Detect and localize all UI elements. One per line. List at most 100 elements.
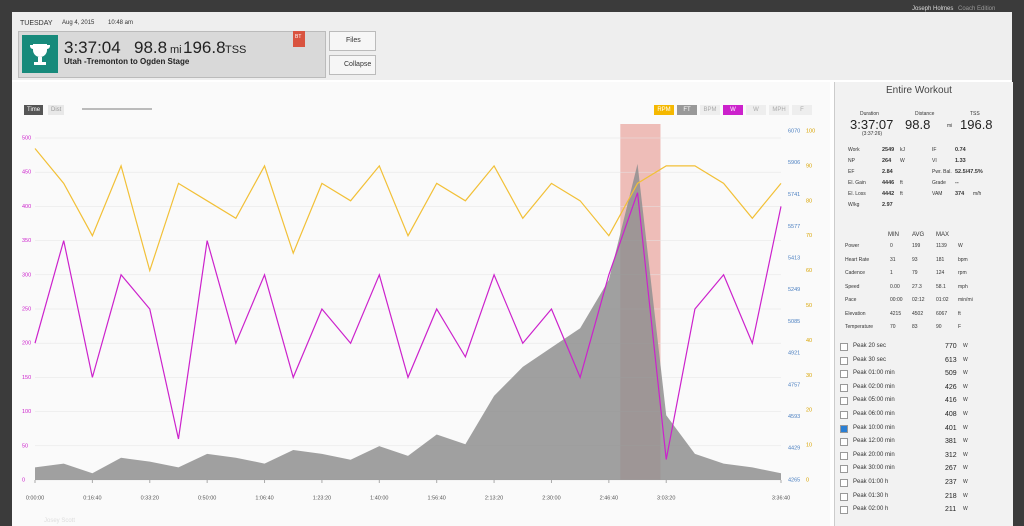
table-cell: 1: [890, 270, 893, 276]
collapse-label[interactable]: Collapse: [344, 61, 372, 68]
peak-label: Peak 12:00 min: [853, 438, 895, 445]
x-tick-label: 0:16:40: [83, 495, 101, 501]
table-cell: 181: [936, 256, 945, 263]
metric-label: El. Gain: [848, 180, 866, 186]
files-label[interactable]: Files: [346, 37, 361, 44]
panel-title: Entire Workout: [886, 85, 952, 96]
table-cell: min/mi: [958, 297, 973, 303]
channel-button[interactable]: RPM: [654, 105, 674, 115]
peak-checkbox[interactable]: [840, 411, 848, 419]
x-tick-label: 1:06:40: [255, 495, 273, 501]
metric-value: 2549: [882, 147, 895, 153]
metric-label: NP: [848, 158, 855, 164]
x-tick-label: 3:03:20: [657, 495, 675, 501]
metric-value: 374: [955, 191, 965, 197]
peak-unit: W: [963, 451, 968, 458]
account-name: Joseph Holmes: [912, 6, 954, 12]
peak-checkbox[interactable]: [840, 506, 848, 515]
dist-toggle[interactable]: Dist: [48, 105, 65, 115]
channel-button[interactable]: W: [723, 105, 743, 115]
metric-unit: ft: [900, 180, 903, 186]
table-cell: Heart Rate: [845, 256, 870, 263]
y2-tick-label: 5085: [788, 319, 800, 325]
peak-checkbox[interactable]: [840, 343, 848, 351]
tss-unit: TSS: [225, 44, 247, 56]
peak-unit: W: [963, 492, 968, 499]
table-cell: W: [958, 243, 963, 249]
summary-value: 98.8: [905, 117, 931, 132]
metric-label: Work: [848, 147, 860, 153]
summary-value: 3:37:07: [850, 117, 894, 132]
day: TUESDAY: [20, 20, 53, 27]
y3-tick-label: 60: [806, 268, 812, 274]
table-cell: Power: [845, 243, 860, 249]
y2-tick-label: 5577: [788, 224, 800, 230]
table-cell: Speed: [845, 283, 860, 290]
table-cell: 27.3: [912, 283, 922, 290]
table-cell: 02:12: [912, 297, 925, 303]
trophy-icon: [22, 35, 58, 73]
channel-button[interactable]: BPM: [700, 105, 720, 115]
metric-value: 264: [882, 158, 892, 164]
peak-checkbox[interactable]: [840, 397, 848, 406]
x-tick-label: 1:40:00: [370, 495, 388, 501]
peak-checkbox[interactable]: [840, 451, 848, 460]
files-button[interactable]: [329, 31, 376, 51]
channel-button[interactable]: MPH: [769, 105, 789, 115]
metric-value: 0.74: [955, 147, 966, 153]
metric-unit: ft: [900, 191, 903, 197]
time-toggle[interactable]: Time: [24, 105, 44, 115]
summary-label: Distance: [915, 111, 935, 117]
workout-card: [18, 31, 326, 78]
peak-checkbox[interactable]: [840, 370, 848, 379]
peak-unit: W: [963, 370, 968, 377]
channel-button[interactable]: W: [746, 105, 766, 115]
peak-unit: W: [963, 383, 968, 390]
peak-checkbox[interactable]: [840, 356, 848, 365]
series-line: [34, 148, 782, 273]
peak-checkbox[interactable]: [840, 492, 848, 501]
table-cell: F: [958, 324, 962, 330]
peak-unit: W: [963, 438, 968, 445]
peak-value: 211: [945, 506, 957, 514]
metric-unit: W: [900, 158, 905, 164]
peak-checkbox[interactable]: [840, 383, 848, 392]
y-tick-label: 250: [22, 306, 31, 312]
channel-button[interactable]: F: [792, 105, 812, 115]
peak-label: Peak 20 sec: [853, 343, 887, 349]
x-tick-label: 3:36:40: [772, 495, 790, 501]
y-tick-label: 150: [22, 375, 31, 381]
peak-label: Peak 01:00 h: [853, 479, 889, 485]
metric-unit: kJ: [900, 147, 905, 153]
table-header: MIN: [888, 232, 899, 238]
distance-unit: mi: [170, 44, 182, 56]
peak-checkbox[interactable]: [840, 424, 848, 433]
peak-value: 312: [945, 451, 957, 459]
peak-unit: W: [963, 424, 968, 431]
y3-tick-label: 80: [806, 198, 812, 204]
table-cell: 124: [936, 270, 945, 276]
peak-value: 401: [945, 424, 957, 432]
peak-label: Peak 20:00 min: [853, 451, 895, 458]
y2-tick-label: 6070: [788, 128, 800, 134]
table-cell: 1139: [936, 243, 947, 249]
table-cell: 79: [912, 270, 918, 276]
slider[interactable]: [82, 108, 152, 110]
metric-value: 1.33: [955, 158, 966, 164]
y3-tick-label: 40: [806, 338, 812, 344]
peak-value: 770: [945, 343, 957, 350]
channel-button[interactable]: FT: [677, 105, 697, 115]
y2-tick-label: 5249: [788, 287, 800, 293]
peak-checkbox[interactable]: [840, 479, 848, 487]
peak-checkbox[interactable]: [840, 465, 848, 474]
peak-value: 408: [945, 411, 957, 418]
x-tick-label: 1:56:40: [428, 495, 446, 501]
peak-label: Peak 01:30 h: [853, 492, 889, 499]
stats-panel: [834, 82, 1013, 526]
y2-tick-label: 4757: [788, 382, 800, 388]
distance: 98.8: [134, 38, 168, 57]
peak-value: 237: [945, 479, 957, 486]
table-cell: mph: [958, 283, 968, 290]
peak-checkbox[interactable]: [840, 438, 848, 447]
collapse-button[interactable]: [329, 55, 376, 75]
